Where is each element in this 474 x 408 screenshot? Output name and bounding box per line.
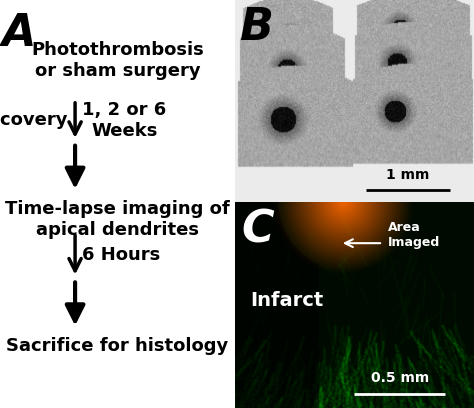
- Text: C: C: [242, 208, 274, 251]
- Text: Time-lapse imaging of
apical dendrites: Time-lapse imaging of apical dendrites: [5, 200, 230, 239]
- Text: 6 Hours: 6 Hours: [82, 246, 160, 264]
- Text: A: A: [2, 12, 37, 55]
- Text: 1, 2 or 6
Weeks: 1, 2 or 6 Weeks: [82, 101, 166, 140]
- Text: B: B: [239, 6, 273, 49]
- Text: 0.5 mm: 0.5 mm: [371, 371, 429, 385]
- Text: Recovery: Recovery: [0, 111, 68, 129]
- Text: Photothrombosis
or sham surgery: Photothrombosis or sham surgery: [31, 41, 204, 80]
- Text: Sacrifice for histology: Sacrifice for histology: [6, 337, 228, 355]
- Text: Infarct: Infarct: [251, 291, 324, 310]
- Text: 1 mm: 1 mm: [386, 168, 430, 182]
- Text: Area
Imaged: Area Imaged: [388, 221, 440, 249]
